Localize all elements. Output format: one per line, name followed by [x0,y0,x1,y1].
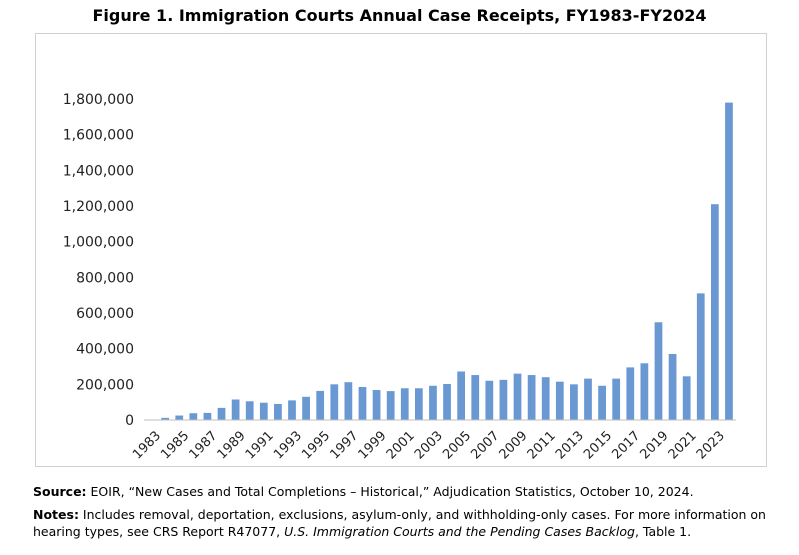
x-tick-label: 2011 [525,428,559,462]
x-tick-label: 2019 [638,428,672,462]
bar-2010 [527,375,536,420]
footnotes: Source: EOIR, “New Cases and Total Compl… [33,483,783,546]
x-tick-label: 1983 [130,428,164,462]
bar-2006 [471,375,480,420]
bar-1985 [175,415,184,420]
bar-2005 [457,371,466,420]
bar-2004 [443,383,451,420]
bar-1984 [161,417,170,420]
bar-2023 [710,204,719,420]
y-tick-label: 0 [125,413,134,429]
y-tick-label: 1,600,000 [63,128,134,144]
x-axis: 1983198519871989199119931995199719992001… [130,419,736,462]
bar-1988 [217,407,226,420]
bar-1995 [316,390,325,420]
bar-2018 [640,363,649,420]
bar-2024 [725,102,733,420]
x-tick-label: 1997 [327,428,361,462]
x-tick-label: 2005 [440,428,474,462]
bar-2009 [513,373,522,420]
y-tick-label: 200,000 [76,377,134,393]
y-tick-label: 400,000 [76,342,134,358]
bar-2020 [668,354,677,420]
bar-2013 [570,384,578,420]
bar-2007 [485,380,494,420]
x-tick-label: 2009 [497,428,531,462]
bar-2017 [626,367,635,420]
bar-2003 [429,385,437,420]
x-tick-label: 1989 [215,428,249,462]
y-tick-label: 800,000 [76,270,134,286]
bar-2021 [682,376,691,420]
notes-end: , Table 1. [634,524,692,539]
x-tick-label: 2015 [581,428,615,462]
bar-2000 [386,391,395,420]
x-tick-label: 2003 [412,428,446,462]
bar-1996 [330,384,339,420]
bar-2014 [584,378,592,420]
x-tick-label: 1993 [271,428,305,462]
bar-1989 [231,399,240,420]
x-tick-label: 1995 [299,428,333,462]
y-axis: 0 200,000 400,000 600,000 800,000 1,000,000 1,… [63,92,134,429]
y-tick-label: 1,200,000 [63,199,134,215]
x-tick-label: 1987 [186,428,220,462]
notes-note: Notes: Includes removal, deportation, ex… [33,506,783,540]
x-tick-label: 1985 [158,428,192,462]
bar-2016 [612,378,621,420]
bar-2008 [499,379,508,421]
bar-series [147,102,733,421]
source-label: Source: [33,484,87,499]
bar-1999 [372,390,381,420]
bar-2015 [598,385,606,420]
bar-2002 [414,388,423,420]
bar-2022 [696,293,705,420]
bar-1990 [245,401,254,420]
x-tick-label: 2023 [694,428,728,462]
x-tick-label: 1999 [356,428,390,462]
x-tick-label: 2007 [468,428,502,462]
bar-2019 [654,322,663,420]
x-tick-label: 2001 [384,428,418,462]
bar-chart: 0 200,000 400,000 600,000 800,000 1,000,000 1,… [63,92,736,462]
bar-1997 [344,382,353,420]
chart-frame [35,33,767,467]
source-note: Source: EOIR, “New Cases and Total Compl… [33,483,783,500]
notes-text: Includes removal, deportation, exclusion… [33,507,766,539]
notes-label: Notes: [33,507,79,522]
x-tick-label: 1991 [243,428,277,462]
source-text: EOIR, “New Cases and Total Completions –… [86,484,694,499]
bar-1994 [302,396,310,420]
x-tick-label: 2013 [553,428,587,462]
bar-1993 [288,400,296,420]
bar-2011 [541,377,550,420]
bar-1986 [189,413,198,420]
bar-1987 [203,412,212,420]
bar-1998 [358,387,367,420]
x-tick-label: 2021 [666,428,700,462]
report-title: U.S. Immigration Courts and the Pending … [284,524,635,539]
chart-title: Figure 1. Immigration Courts Annual Case… [92,6,707,25]
y-tick-label: 1,400,000 [63,163,134,179]
bar-2012 [555,381,564,420]
bar-2001 [400,388,409,420]
y-tick-label: 1,800,000 [63,92,134,108]
x-tick-label: 2017 [609,428,643,462]
y-tick-label: 600,000 [76,306,134,322]
bar-1991 [259,402,268,420]
bar-1992 [274,403,282,420]
y-tick-label: 1,000,000 [63,235,134,251]
